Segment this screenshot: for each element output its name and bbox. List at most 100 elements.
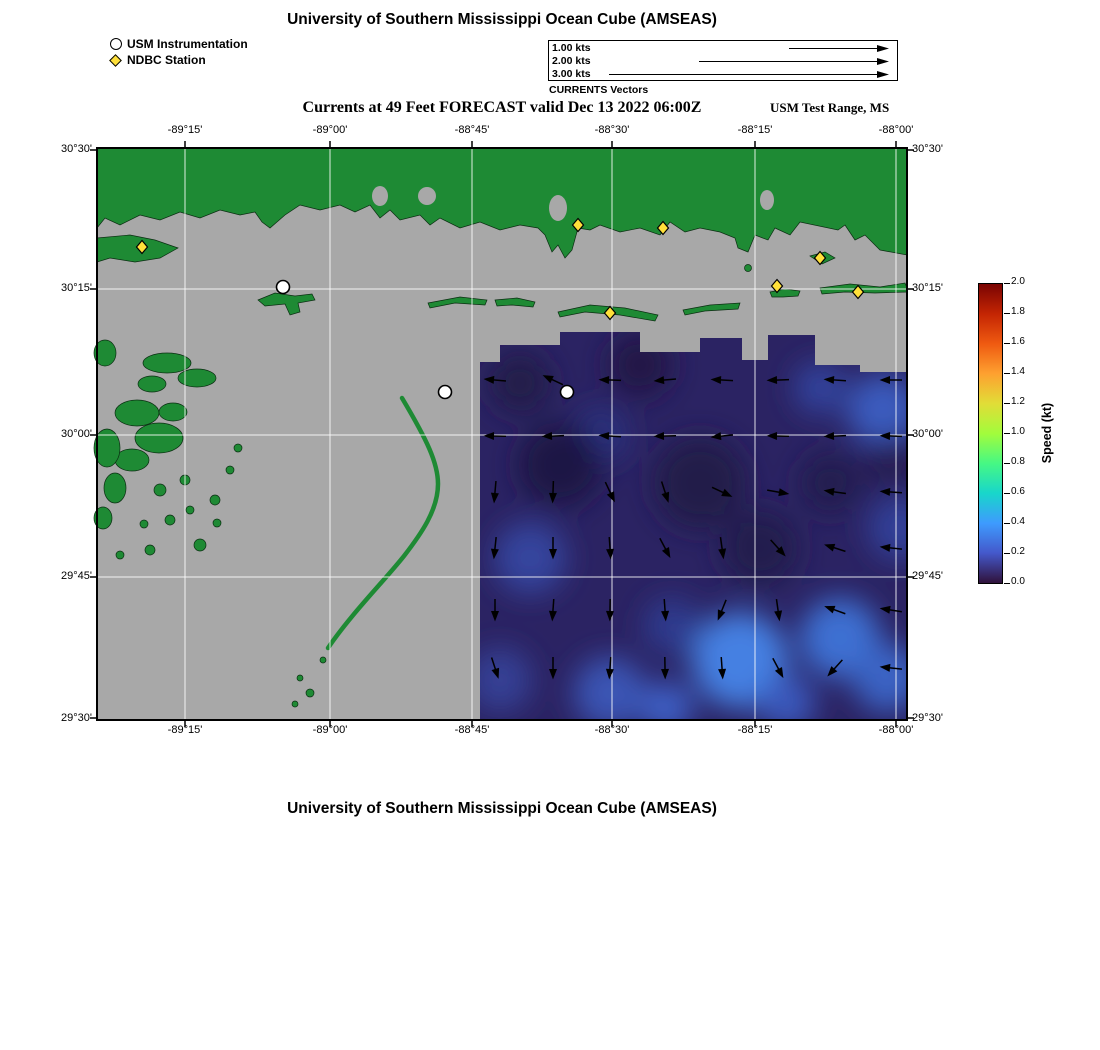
vector-scale-row: 2.00 kts xyxy=(549,55,897,68)
mainland-coast xyxy=(96,147,908,259)
y-axis-tick-label: 29°30' xyxy=(912,712,943,724)
y-axis-tick-label: 30°00' xyxy=(912,428,943,440)
colorbar-tick xyxy=(1004,462,1010,464)
current-vectors-layer xyxy=(483,375,903,680)
chandeleur-islands xyxy=(325,395,441,651)
current-vector-arrow xyxy=(774,599,783,622)
y-axis-tick-label: 30°30' xyxy=(912,143,943,155)
current-vector-arrow xyxy=(710,375,734,384)
forecast-subtitle: Currents at 49 Feet FORECAST valid Dec 1… xyxy=(302,99,702,116)
colorbar-tick-label: 0.8 xyxy=(1011,456,1025,467)
current-vector-arrow xyxy=(766,431,790,440)
x-axis-tick-label: -88°30' xyxy=(594,124,630,136)
current-vector-arrow xyxy=(879,663,903,672)
scale-arrow-1kt-icon xyxy=(789,45,889,52)
colorbar-tick-label: 1.4 xyxy=(1011,366,1025,377)
current-vector-arrow xyxy=(661,656,670,680)
current-vector-arrow xyxy=(606,536,615,560)
current-vector-arrow xyxy=(711,486,733,497)
current-vector-arrow xyxy=(879,487,903,496)
current-vector-arrow xyxy=(823,375,847,384)
y-axis-tick-label: 30°15' xyxy=(912,282,943,294)
usm-legend-row: USM Instrumentation xyxy=(110,36,248,52)
usm-instrumentation-icon xyxy=(110,38,122,50)
x-axis-tick-label: -89°00' xyxy=(312,124,348,136)
currents-map xyxy=(90,141,914,727)
current-vector-arrow xyxy=(549,537,557,560)
scale-arrow-2kt-icon xyxy=(699,58,889,65)
current-vector-arrow xyxy=(598,431,622,440)
marsh-islands xyxy=(93,339,327,708)
colorbar-tick xyxy=(1004,522,1010,524)
ndbc-station-marker xyxy=(851,284,865,300)
current-vector-arrow xyxy=(483,431,507,440)
current-vector-arrow xyxy=(548,480,557,504)
current-vector-arrow xyxy=(718,656,727,680)
colorbar-tick-label: 1.8 xyxy=(1011,306,1025,317)
current-vector-arrow xyxy=(823,487,846,496)
current-vector-arrow xyxy=(549,657,557,680)
vector-scale-label-3kt: 3.00 kts xyxy=(552,68,591,80)
x-axis-tick-label: -88°15' xyxy=(737,124,773,136)
colorbar-tick-label: 1.0 xyxy=(1011,426,1025,437)
ndbc-legend-label: NDBC Station xyxy=(127,53,206,67)
current-vector-arrow xyxy=(483,375,507,384)
current-vector-arrow xyxy=(605,598,614,622)
current-vector-arrow xyxy=(827,659,843,677)
ndbc-station-icon xyxy=(109,53,122,67)
current-vector-arrow xyxy=(824,605,846,615)
colorbar-tick xyxy=(1004,372,1010,374)
ndbc-legend-row: NDBC Station xyxy=(109,52,248,68)
current-vector-arrow xyxy=(490,536,499,560)
bay-cutouts xyxy=(372,186,774,221)
ndbc-station-marker xyxy=(571,217,585,233)
usm-station-marker xyxy=(275,279,291,295)
colorbar-tick xyxy=(1004,552,1010,554)
currents-vector-scale-box: 1.00 kts 2.00 kts 3.00 kts xyxy=(548,40,898,81)
stations-layer xyxy=(135,217,865,400)
colorbar-tick xyxy=(1004,402,1010,404)
ndbc-station-marker xyxy=(603,305,617,321)
current-vector-arrow xyxy=(879,431,903,440)
colorbar-tick xyxy=(1004,312,1010,314)
current-vector-arrow xyxy=(491,599,499,622)
y-axis-tick-label: 30°15' xyxy=(61,282,92,294)
current-vector-arrow xyxy=(598,375,622,384)
current-vector-arrow xyxy=(879,376,902,384)
region-label: USM Test Range, MS xyxy=(770,100,890,115)
ndbc-station-marker xyxy=(135,239,149,255)
colorbar-tick-label: 1.6 xyxy=(1011,336,1025,347)
current-vector-arrow xyxy=(548,598,557,622)
round-island xyxy=(744,264,752,272)
current-vector-arrow xyxy=(604,481,615,503)
ndbc-station-marker xyxy=(770,278,784,294)
vector-scale-row: 1.00 kts xyxy=(549,42,897,55)
current-speed-field xyxy=(480,332,907,720)
current-vector-arrow xyxy=(605,656,614,680)
current-vector-arrow xyxy=(661,598,670,622)
vector-scale-label-2kt: 2.00 kts xyxy=(552,55,591,67)
ndbc-station-marker xyxy=(656,220,670,236)
colorbar-tick-label: 0.0 xyxy=(1011,576,1025,587)
land-layer xyxy=(93,147,908,708)
ndbc-station-marker xyxy=(813,250,827,266)
colorbar-axis-label: Speed (kt) xyxy=(1040,402,1054,464)
colorbar-tick xyxy=(1004,432,1010,434)
colorbar-tick xyxy=(1004,492,1010,494)
colorbar-tick-label: 0.4 xyxy=(1011,516,1025,527)
usm-station-marker xyxy=(559,384,575,400)
y-axis-tick-label: 30°30' xyxy=(61,143,92,155)
current-vector-arrow xyxy=(542,375,564,386)
current-vector-arrow xyxy=(767,488,790,497)
current-vector-arrow xyxy=(823,432,847,441)
current-vector-arrow xyxy=(879,543,903,552)
y-axis-tick-label: 29°30' xyxy=(61,712,92,724)
current-vector-arrow xyxy=(717,599,727,621)
y-axis-tick-label: 29°45' xyxy=(912,570,943,582)
x-axis-tick-label: -88°45' xyxy=(454,124,490,136)
current-vector-arrow xyxy=(653,376,677,385)
current-vector-arrow xyxy=(653,432,677,441)
colorbar-tick xyxy=(1004,342,1010,344)
current-vector-arrow xyxy=(490,657,500,679)
